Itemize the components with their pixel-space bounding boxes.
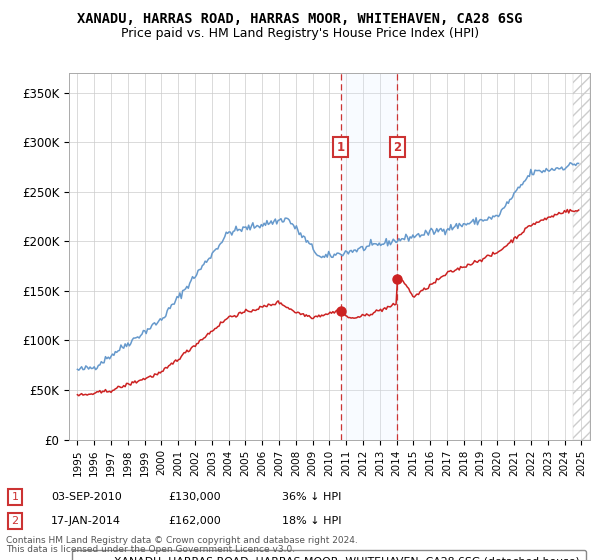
Text: XANADU, HARRAS ROAD, HARRAS MOOR, WHITEHAVEN, CA28 6SG: XANADU, HARRAS ROAD, HARRAS MOOR, WHITEH…	[77, 12, 523, 26]
Legend: XANADU, HARRAS ROAD, HARRAS MOOR, WHITEHAVEN, CA28 6SG (detached house), HPI: Av: XANADU, HARRAS ROAD, HARRAS MOOR, WHITEH…	[72, 550, 586, 560]
Text: 1: 1	[337, 141, 345, 153]
Bar	[341, 73, 397, 440]
Text: 36% ↓ HPI: 36% ↓ HPI	[282, 492, 341, 502]
Text: 03-SEP-2010: 03-SEP-2010	[51, 492, 122, 502]
Text: £162,000: £162,000	[168, 516, 221, 526]
Text: 1: 1	[11, 492, 19, 502]
Text: Contains HM Land Registry data © Crown copyright and database right 2024.: Contains HM Land Registry data © Crown c…	[6, 536, 358, 545]
Text: 2: 2	[393, 141, 401, 153]
Text: 17-JAN-2014: 17-JAN-2014	[51, 516, 121, 526]
Text: £130,000: £130,000	[168, 492, 221, 502]
Text: 2: 2	[11, 516, 19, 526]
Text: This data is licensed under the Open Government Licence v3.0.: This data is licensed under the Open Gov…	[6, 545, 295, 554]
Text: Price paid vs. HM Land Registry's House Price Index (HPI): Price paid vs. HM Land Registry's House …	[121, 27, 479, 40]
Text: 18% ↓ HPI: 18% ↓ HPI	[282, 516, 341, 526]
